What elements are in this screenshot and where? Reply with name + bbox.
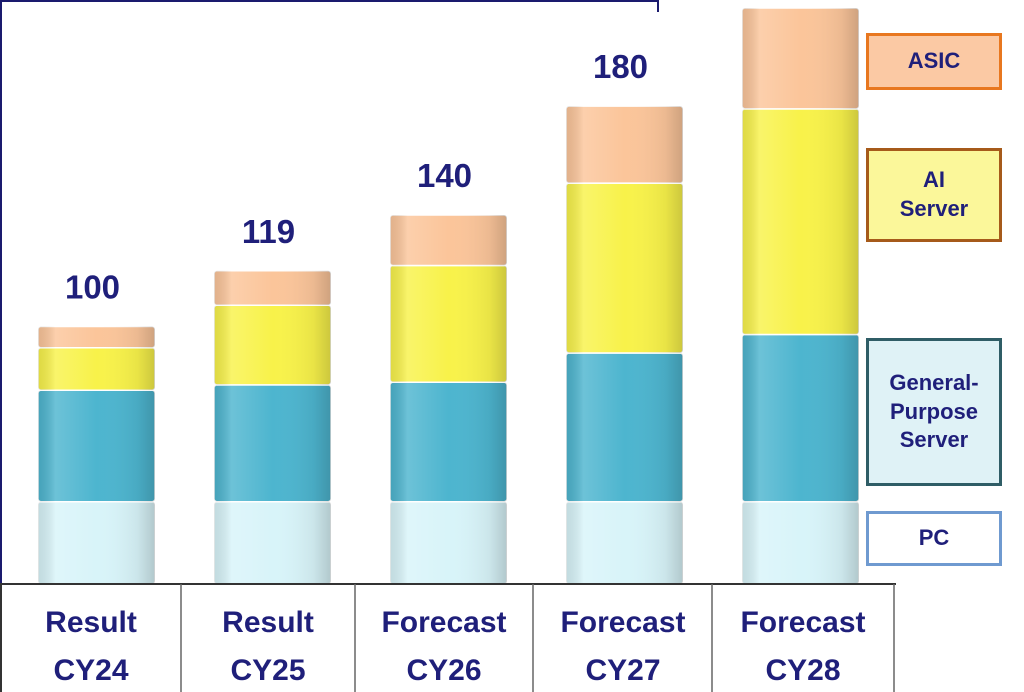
bar-segment-ai-server-1 — [37, 346, 156, 391]
category-label-line2-3: CY26 — [406, 654, 481, 687]
bar-segment-general-purpose-server-5 — [741, 333, 860, 503]
category-label-line2-4: CY27 — [585, 654, 660, 687]
legend-asic: ASIC — [866, 33, 1002, 90]
category-label-line2-5: CY28 — [765, 654, 840, 687]
bar-segment-general-purpose-server-3 — [389, 381, 508, 503]
bar-segment-asic-1 — [37, 325, 156, 349]
bar-segment-ai-server-2 — [213, 304, 332, 386]
bar-segment-ai-server-4 — [565, 182, 684, 354]
category-labels: Result CY24 Result CY25 Forecast CY26 Forecast… — [45, 606, 865, 687]
bar-segment-asic-3 — [389, 214, 508, 267]
bar-segment-general-purpose-server-2 — [213, 384, 332, 503]
bar-segment-pc-5 — [741, 500, 860, 585]
legend-general-purpose-server: General- Purpose Server — [866, 338, 1002, 486]
legend-general-label-line2: Purpose — [889, 398, 978, 424]
total-labels-layer: 100 119 140 180 — [65, 48, 648, 305]
total-label-4: 180 — [593, 48, 648, 85]
bar-segment-ai-server-3 — [389, 264, 508, 384]
bar-segment-pc-2 — [213, 500, 332, 585]
total-label-3: 140 — [417, 157, 472, 194]
legend-ai-server: AI Server — [866, 148, 1002, 242]
bar-segment-pc-1 — [37, 500, 156, 585]
bar-segment-asic-5 — [741, 7, 860, 110]
bar-segment-asic-2 — [213, 270, 332, 307]
legend-pc-label: PC — [918, 525, 950, 551]
bars-layer — [37, 7, 860, 585]
category-table: Result CY24 Result CY25 Forecast CY26 Forecast… — [0, 583, 896, 692]
legend-ai-label-line1: AI — [922, 167, 945, 193]
category-label-line2-2: CY25 — [230, 654, 305, 687]
legend-asic-label: ASIC — [907, 48, 961, 74]
bar-segment-general-purpose-server-1 — [37, 389, 156, 503]
category-label-line1-3: Forecast — [381, 606, 506, 639]
legend-ai-label-line2: Server — [899, 196, 969, 221]
category-label-line2-1: CY24 — [53, 654, 128, 687]
bar-segment-general-purpose-server-4 — [565, 352, 684, 503]
total-label-2: 119 — [242, 213, 295, 250]
category-label-line1-2: Result — [222, 606, 314, 639]
category-label-line1-5: Forecast — [740, 606, 865, 639]
category-label-line1-1: Result — [45, 606, 137, 639]
legend-general-label-line1: General- — [889, 370, 979, 396]
bar-segment-ai-server-5 — [741, 108, 860, 336]
bar-segment-pc-4 — [565, 500, 684, 585]
bar-segment-pc-3 — [389, 500, 508, 585]
legend-general-label-line3: Server — [899, 427, 969, 453]
total-label-1: 100 — [65, 269, 120, 306]
category-label-line1-4: Forecast — [560, 606, 685, 639]
legend-pc: PC — [866, 511, 1002, 566]
bar-segment-asic-4 — [565, 105, 684, 184]
